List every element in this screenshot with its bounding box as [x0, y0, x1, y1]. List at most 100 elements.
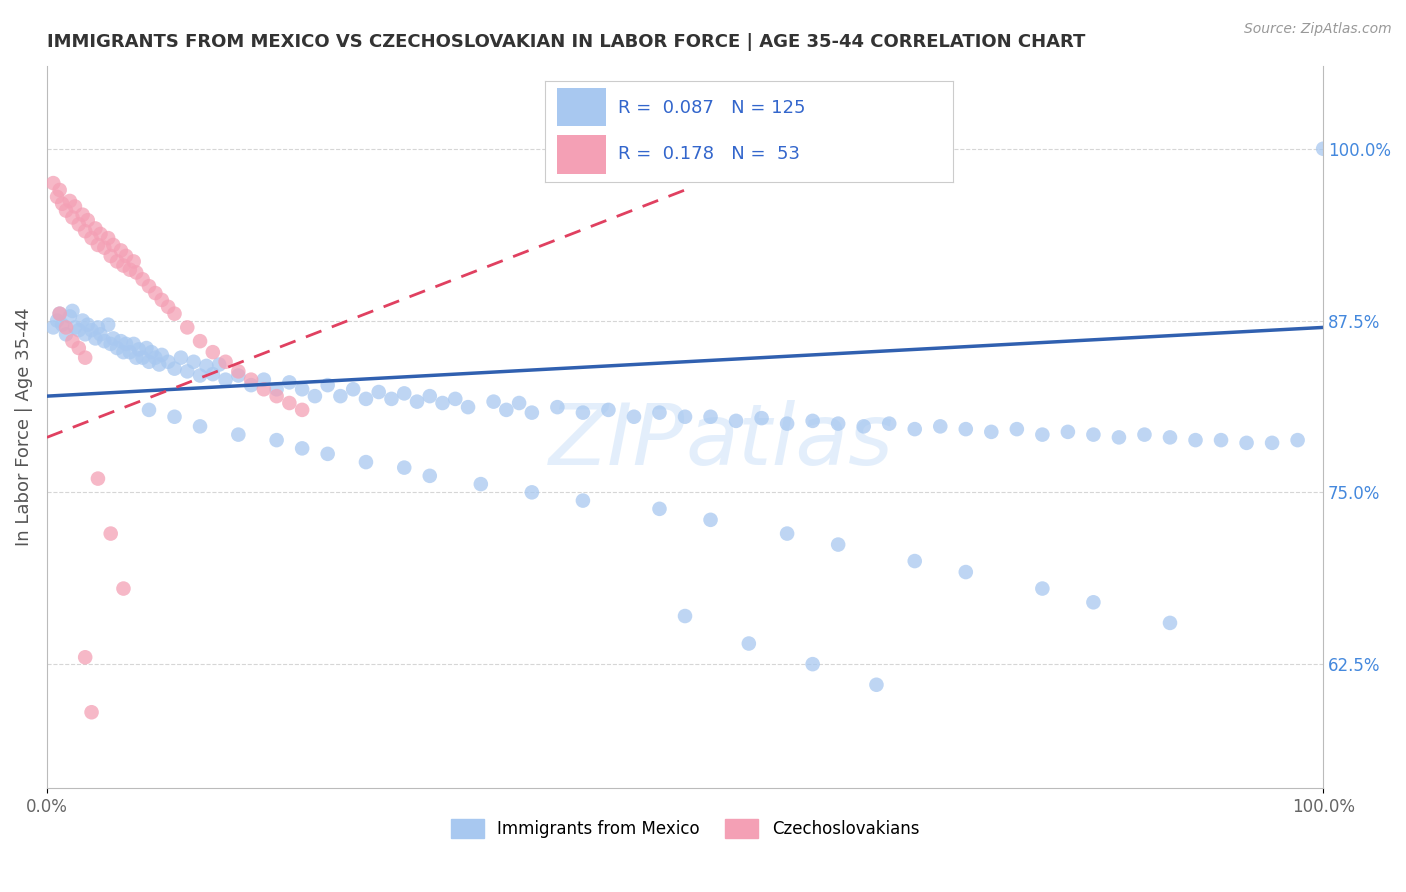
Point: [195, 359, 218, 373]
Point: [1133, 427, 1156, 442]
Point: [48, 307, 70, 321]
Point: [138, 403, 160, 417]
Point: [100, 249, 122, 263]
Point: [751, 411, 773, 425]
Point: [138, 279, 160, 293]
Point: [865, 678, 887, 692]
Point: [329, 389, 352, 403]
Point: [145, 351, 167, 365]
Point: [1159, 615, 1181, 630]
Point: [141, 345, 163, 359]
Point: [776, 526, 799, 541]
Point: [135, 341, 157, 355]
Point: [62, 211, 84, 225]
Point: [495, 403, 517, 417]
Point: [176, 364, 198, 378]
Point: [801, 657, 824, 672]
Point: [163, 361, 186, 376]
Point: [72, 313, 94, 327]
Point: [183, 355, 205, 369]
Point: [1083, 427, 1105, 442]
Point: [84, 331, 107, 345]
Point: [93, 334, 115, 348]
Point: [122, 337, 145, 351]
Point: [122, 254, 145, 268]
Point: [648, 501, 671, 516]
Point: [1005, 422, 1028, 436]
Point: [118, 262, 141, 277]
Point: [89, 227, 111, 241]
Point: [63, 199, 86, 213]
Point: [67, 218, 90, 232]
Y-axis label: In Labor Force | Age 35-44: In Labor Force | Age 35-44: [15, 308, 32, 547]
Point: [157, 300, 180, 314]
Point: [67, 341, 90, 355]
Point: [1312, 142, 1334, 156]
Text: atlas: atlas: [685, 400, 893, 483]
Point: [103, 238, 125, 252]
Point: [699, 409, 721, 424]
Text: ZIP: ZIP: [548, 400, 685, 483]
Point: [100, 337, 122, 351]
Point: [253, 382, 276, 396]
Point: [89, 327, 111, 342]
Point: [157, 355, 180, 369]
Point: [103, 331, 125, 345]
Point: [42, 320, 65, 334]
Point: [904, 422, 927, 436]
Point: [419, 389, 441, 403]
Point: [72, 208, 94, 222]
Point: [87, 472, 110, 486]
Point: [55, 327, 77, 342]
Point: [354, 392, 377, 406]
Point: [699, 513, 721, 527]
Point: [367, 384, 389, 399]
Point: [394, 386, 416, 401]
Point: [112, 345, 135, 359]
Point: [1083, 595, 1105, 609]
Point: [80, 231, 103, 245]
Point: [76, 213, 98, 227]
Point: [673, 409, 696, 424]
Point: [115, 249, 138, 263]
Point: [266, 382, 288, 396]
Point: [87, 320, 110, 334]
Point: [75, 351, 97, 365]
Point: [148, 358, 170, 372]
Point: [214, 355, 236, 369]
Point: [55, 320, 77, 334]
Point: [572, 493, 595, 508]
Point: [105, 254, 128, 268]
Point: [520, 406, 543, 420]
Point: [112, 259, 135, 273]
Point: [59, 310, 82, 324]
Point: [955, 565, 977, 579]
Point: [1286, 433, 1309, 447]
Point: [316, 447, 339, 461]
Point: [93, 241, 115, 255]
Point: [75, 224, 97, 238]
Point: [138, 355, 160, 369]
Point: [63, 320, 86, 334]
Point: [482, 394, 505, 409]
Point: [131, 272, 153, 286]
Point: [419, 468, 441, 483]
Point: [1236, 435, 1258, 450]
Point: [406, 394, 429, 409]
Point: [150, 293, 173, 307]
Point: [214, 373, 236, 387]
Point: [228, 368, 250, 383]
Point: [76, 318, 98, 332]
Point: [150, 348, 173, 362]
Point: [623, 409, 645, 424]
Point: [110, 244, 132, 258]
Point: [176, 320, 198, 334]
Point: [115, 337, 138, 351]
Legend: Immigrants from Mexico, Czechoslovakians: Immigrants from Mexico, Czechoslovakians: [444, 812, 927, 845]
Point: [457, 400, 479, 414]
Point: [188, 419, 211, 434]
Point: [51, 196, 73, 211]
Point: [278, 396, 301, 410]
Point: [51, 318, 73, 332]
Point: [67, 323, 90, 337]
